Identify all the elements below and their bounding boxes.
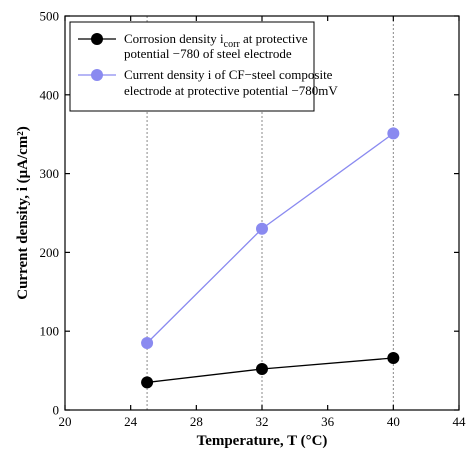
legend-marker-1 (91, 33, 103, 45)
legend-label-1-line-2: potential −780 of steel electrode (124, 46, 292, 61)
x-tick-label: 20 (59, 414, 72, 429)
legend-marker-2 (91, 69, 103, 81)
legend-label-2-line-2: electrode at protective potential −780mV (124, 83, 338, 98)
x-tick-label: 24 (124, 414, 138, 429)
legend-label-1: Corrosion density icorr at protective (124, 31, 308, 50)
data-point (141, 376, 154, 389)
data-point (387, 127, 400, 140)
series-line-1 (147, 357, 394, 384)
x-tick-label: 40 (387, 414, 400, 429)
y-tick-label: 0 (53, 403, 60, 418)
x-tick-label: 28 (190, 414, 203, 429)
y-tick-label: 200 (40, 245, 60, 260)
data-point (256, 363, 268, 376)
axis-labels: Temperature, T (°C) Current density, i (μ… (15, 126, 327, 449)
y-tick-label: 400 (40, 87, 60, 102)
y-tick-label: 100 (40, 324, 60, 339)
legend-label-2: Current density i of CF−steel composite (124, 67, 333, 82)
y-tick-label: 300 (40, 166, 60, 181)
series-line-2 (146, 132, 394, 344)
axes: 20 24 28 32 36 40 44 0 100 200 300 400 500 (40, 9, 467, 430)
x-tick-label: 36 (321, 414, 335, 429)
x-tick-label: 32 (256, 414, 269, 429)
series-layer (141, 127, 400, 389)
x-axis-label: Temperature, T (°C) (197, 433, 328, 449)
legend: Corrosion density icorr at protectivepot… (69, 21, 338, 112)
y-tick-label: 500 (40, 9, 60, 24)
data-point (387, 351, 400, 364)
x-tick-label: 44 (453, 414, 467, 429)
legend-box (69, 21, 315, 112)
data-point (141, 337, 154, 350)
data-point (256, 222, 268, 235)
y-axis-label: Current density, i (μA/cm²) (15, 126, 31, 300)
